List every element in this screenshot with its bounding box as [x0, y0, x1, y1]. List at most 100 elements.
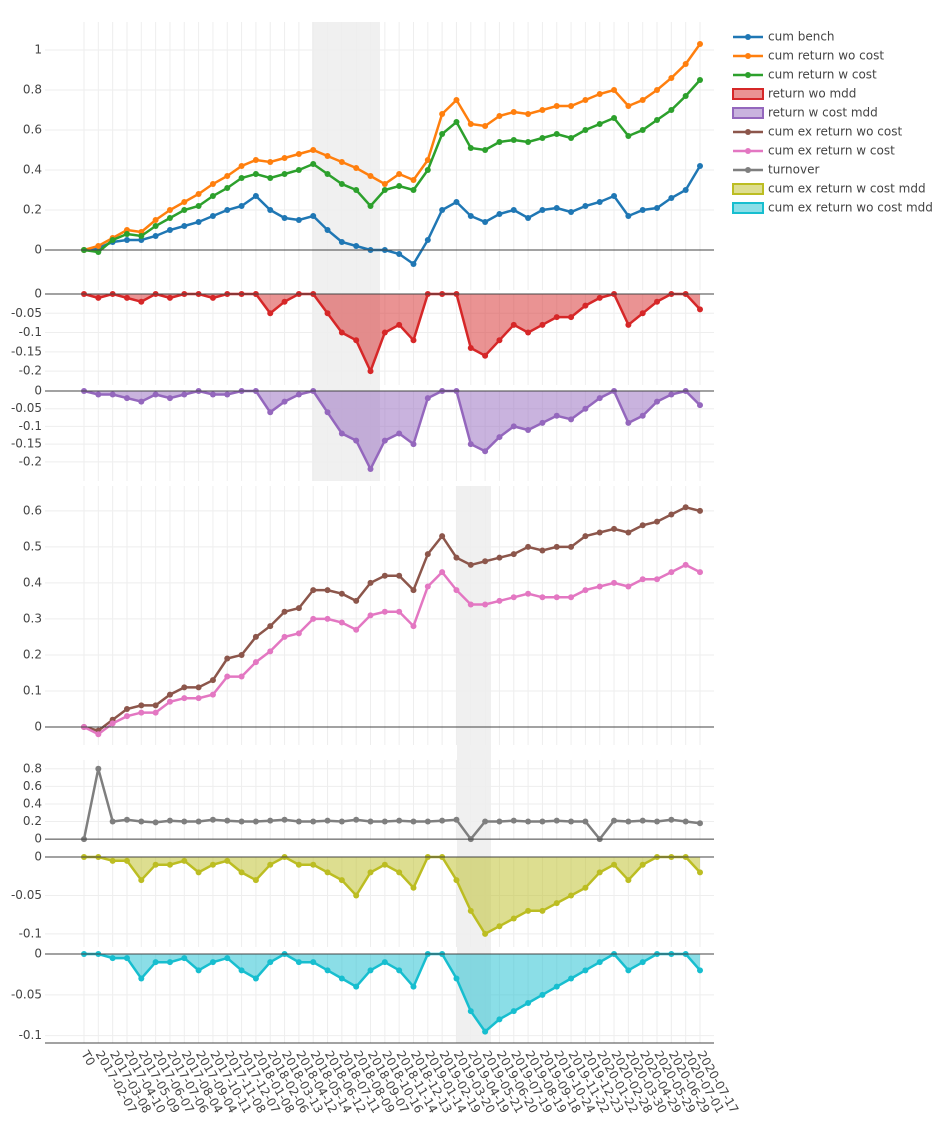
point: [123, 955, 130, 962]
y-tick-label: 0.6: [23, 123, 42, 137]
point: [238, 163, 245, 169]
point: [467, 213, 474, 219]
y-tick-label: -0.1: [19, 325, 42, 339]
point: [195, 203, 202, 209]
point: [238, 967, 245, 974]
point: [281, 398, 288, 405]
point: [224, 955, 231, 962]
point: [697, 41, 703, 47]
line: [84, 855, 701, 936]
point: [682, 561, 689, 568]
point: [496, 1016, 503, 1023]
point: [209, 213, 216, 219]
point: [553, 314, 560, 321]
point: [195, 695, 202, 702]
point: [639, 412, 646, 419]
point: [381, 959, 388, 966]
y-tick-label: -0.1: [19, 926, 42, 940]
point: [697, 507, 703, 514]
legend-label: cum ex return w cost: [768, 144, 895, 158]
point: [611, 193, 618, 199]
point: [252, 659, 259, 666]
point: [238, 869, 245, 876]
point: [568, 975, 575, 982]
point: [611, 87, 618, 93]
point: [525, 215, 532, 221]
point: [539, 818, 546, 825]
y-tick-label: 0: [34, 719, 42, 733]
legend-label: return w cost mdd: [768, 106, 878, 120]
y-tick-label: -0.15: [11, 344, 42, 358]
y-tick-label: 0.8: [23, 83, 42, 97]
point: [281, 171, 288, 177]
point: [496, 923, 503, 930]
point: [295, 630, 302, 637]
point: [568, 103, 575, 109]
point: [697, 402, 703, 409]
point: [367, 818, 374, 825]
point: [625, 213, 632, 219]
point: [310, 615, 317, 622]
point: [668, 195, 675, 201]
point: [95, 391, 102, 398]
point: [166, 691, 173, 698]
point: [539, 547, 546, 554]
y-tick-label: 0.2: [23, 814, 42, 828]
point: [109, 720, 116, 727]
point: [109, 237, 116, 243]
point: [596, 395, 603, 402]
point: [310, 147, 317, 153]
point: [252, 633, 259, 640]
point: [152, 959, 159, 966]
point: [252, 193, 259, 199]
point: [568, 416, 575, 423]
point: [596, 91, 603, 97]
point: [338, 877, 345, 884]
point: [582, 818, 589, 825]
point: [525, 111, 532, 117]
point: [166, 817, 173, 824]
point: [123, 705, 130, 712]
point: [181, 955, 188, 962]
legend-label: return wo mdd: [768, 87, 856, 101]
point: [467, 145, 474, 151]
point: [109, 391, 116, 398]
point: [281, 633, 288, 640]
point: [568, 209, 575, 215]
point: [582, 587, 589, 594]
point: [152, 391, 159, 398]
point: [310, 213, 317, 219]
point: [482, 147, 489, 153]
point: [238, 673, 245, 680]
point: [267, 175, 274, 181]
point: [281, 298, 288, 305]
point: [639, 127, 646, 133]
point: [424, 237, 431, 243]
point: [338, 975, 345, 982]
point: [553, 103, 560, 109]
area: [84, 857, 700, 934]
point: [525, 329, 532, 336]
point: [381, 181, 388, 187]
point: [410, 623, 417, 630]
point: [138, 709, 145, 716]
y-tick-label: 0: [34, 287, 42, 301]
point: [166, 861, 173, 868]
point: [138, 877, 145, 884]
point: [353, 337, 360, 344]
point: [267, 959, 274, 966]
point: [482, 818, 489, 825]
y-tick-label: 0.6: [23, 779, 42, 793]
point: [396, 183, 403, 189]
point: [353, 816, 360, 823]
point: [310, 959, 317, 966]
y-tick-label: 0.4: [23, 163, 42, 177]
point: [582, 405, 589, 412]
point: [525, 590, 532, 597]
y-tick-label: 0.1: [23, 683, 42, 697]
point: [639, 817, 646, 824]
point: [138, 702, 145, 709]
point: [367, 579, 374, 586]
point: [453, 587, 460, 594]
point: [539, 907, 546, 914]
